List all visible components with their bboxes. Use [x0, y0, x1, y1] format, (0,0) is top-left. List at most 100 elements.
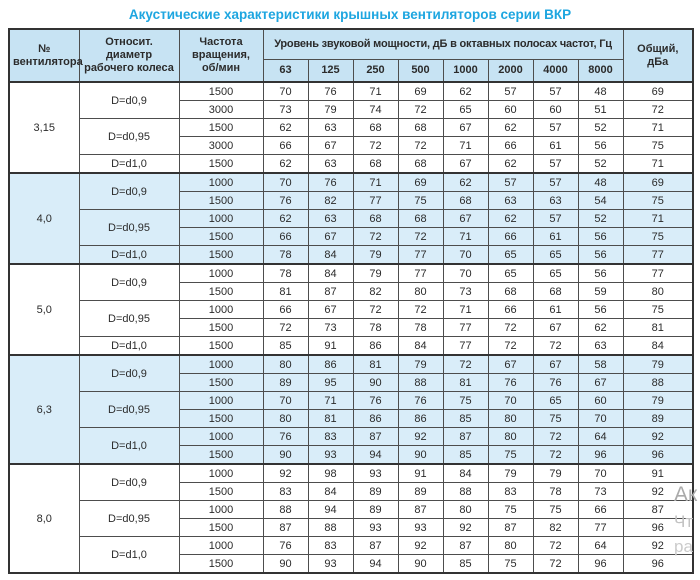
total-cell: 92 — [622, 482, 694, 501]
level-cell: 94 — [307, 500, 354, 519]
level-cell: 68 — [487, 282, 534, 301]
level-cell: 72 — [532, 536, 579, 555]
level-cell: 91 — [397, 463, 444, 483]
header-band-63: 63 — [262, 58, 309, 83]
speed-cell: 1500 — [178, 518, 264, 537]
speed-cell: 1000 — [178, 209, 264, 228]
level-cell: 59 — [577, 282, 624, 301]
total-cell: 75 — [622, 136, 694, 155]
speed-cell: 1500 — [178, 373, 264, 392]
diameter-cell: D=d0,95 — [78, 300, 180, 337]
level-cell: 58 — [577, 354, 624, 374]
level-cell: 71 — [442, 227, 489, 246]
total-cell: 71 — [622, 118, 694, 137]
level-cell: 86 — [397, 409, 444, 428]
header-band-1000: 1000 — [442, 58, 489, 83]
total-cell: 81 — [622, 318, 694, 337]
level-cell: 52 — [577, 118, 624, 137]
header-sound-power-span: Уровень звуковой мощности, дБ в октавных… — [262, 28, 624, 60]
table-row: D=d0,95 1500 62 63 68 68 67 62 57 52 71 — [9, 118, 694, 155]
level-cell: 84 — [307, 263, 354, 283]
level-cell: 87 — [487, 518, 534, 537]
level-cell: 95 — [307, 373, 354, 392]
speed-cell: 1000 — [178, 172, 264, 192]
fan-number-cell: 5,0 — [8, 263, 80, 356]
speed-cell: 1500 — [178, 118, 264, 137]
level-cell: 89 — [352, 482, 399, 501]
table-row: 1500 76 82 77 75 68 63 63 54 75 — [9, 191, 694, 210]
level-cell: 94 — [352, 445, 399, 465]
header-band-125: 125 — [307, 58, 354, 83]
level-cell: 68 — [397, 209, 444, 228]
level-cell: 60 — [487, 100, 534, 119]
table-row: D=d1,0 1500 78 84 79 77 70 65 65 56 77 — [9, 245, 694, 265]
level-cell: 75 — [532, 500, 579, 519]
level-cell: 72 — [532, 336, 579, 356]
level-cell: 67 — [307, 136, 354, 155]
level-cell: 56 — [577, 263, 624, 283]
level-cell: 93 — [307, 445, 354, 465]
level-cell: 87 — [262, 518, 309, 537]
level-cell: 62 — [487, 209, 534, 228]
header-band-4000: 4000 — [532, 58, 579, 83]
level-cell: 72 — [397, 100, 444, 119]
level-cell: 62 — [262, 209, 309, 228]
level-cell: 93 — [352, 463, 399, 483]
level-cell: 70 — [442, 245, 489, 265]
level-cell: 70 — [262, 391, 309, 410]
level-cell: 65 — [487, 245, 534, 265]
level-cell: 66 — [262, 227, 309, 246]
fan-number-cell: 4,0 — [8, 172, 80, 265]
total-cell: 71 — [622, 209, 694, 228]
level-cell: 71 — [442, 300, 489, 319]
level-cell: 90 — [397, 554, 444, 574]
total-cell: 75 — [622, 300, 694, 319]
level-cell: 75 — [397, 191, 444, 210]
table-row: 3,15 D=d0,9 1500 70 76 71 69 62 57 57 48 69 — [8, 81, 694, 174]
level-cell: 69 — [397, 81, 444, 101]
level-cell: 65 — [442, 100, 489, 119]
level-cell: 82 — [352, 282, 399, 301]
level-cell: 78 — [397, 318, 444, 337]
level-cell: 76 — [352, 391, 399, 410]
level-cell: 94 — [352, 554, 399, 574]
level-cell: 84 — [442, 463, 489, 483]
level-cell: 72 — [487, 318, 534, 337]
level-cell: 77 — [442, 336, 489, 356]
level-cell: 93 — [307, 554, 354, 574]
header-rotation-speed: Частота вращения, об/мин — [178, 28, 264, 83]
level-cell: 85 — [442, 445, 489, 465]
level-cell: 83 — [307, 427, 354, 446]
level-cell: 87 — [307, 282, 354, 301]
level-cell: 80 — [397, 282, 444, 301]
level-cell: 61 — [532, 136, 579, 155]
diameter-cell: D=d0,9 — [78, 81, 180, 119]
level-cell: 65 — [532, 263, 579, 283]
level-cell: 62 — [487, 118, 534, 137]
table-row: D=d1,0 1500 85 91 86 84 77 72 72 63 84 — [9, 336, 694, 356]
level-cell: 71 — [307, 391, 354, 410]
level-cell: 67 — [532, 354, 579, 374]
level-cell: 62 — [577, 318, 624, 337]
level-cell: 81 — [442, 373, 489, 392]
level-cell: 80 — [262, 409, 309, 428]
level-cell: 81 — [307, 409, 354, 428]
total-cell: 96 — [622, 518, 694, 537]
total-cell: 91 — [622, 463, 694, 483]
diameter-cell: D=d1,0 — [78, 427, 180, 465]
level-cell: 56 — [577, 227, 624, 246]
total-cell: 75 — [622, 227, 694, 246]
level-cell: 62 — [262, 118, 309, 137]
total-cell: 92 — [622, 427, 694, 446]
level-cell: 63 — [487, 191, 534, 210]
level-cell: 78 — [352, 318, 399, 337]
total-cell: 79 — [622, 354, 694, 374]
level-cell: 68 — [397, 154, 444, 174]
level-cell: 57 — [532, 118, 579, 137]
level-cell: 57 — [532, 81, 579, 101]
total-cell: 96 — [622, 445, 694, 465]
speed-cell: 1500 — [178, 154, 264, 174]
speed-cell: 1000 — [178, 354, 264, 374]
diameter-cell: D=d0,95 — [78, 500, 180, 537]
level-cell: 64 — [577, 536, 624, 555]
